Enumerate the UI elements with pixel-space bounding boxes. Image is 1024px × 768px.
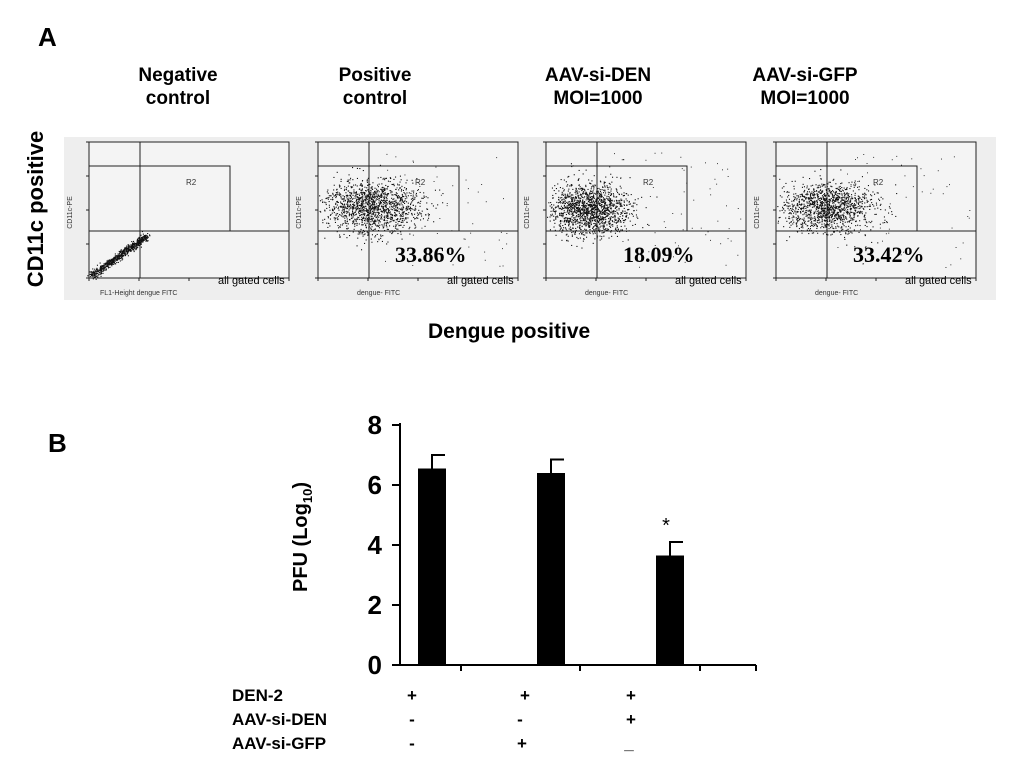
y-tick-label: 6 <box>368 470 382 500</box>
all-gated-cells-label: all gated cells <box>218 275 285 287</box>
event-dots <box>547 152 742 268</box>
y-tick-label: 2 <box>368 590 382 620</box>
x-axis-channel-label: dengue- FITC <box>585 290 629 297</box>
panel-a-letter: A <box>38 22 57 52</box>
flow-plot-1 <box>86 141 290 281</box>
r2-label: R2 <box>873 178 884 187</box>
r2-label: R2 <box>643 178 654 187</box>
panel-a-x-axis-label: Dengue positive <box>428 320 591 343</box>
plot-title-negative: Negative control <box>138 65 218 109</box>
y-axis-channel-label: CD11c-PE <box>753 196 761 229</box>
y-axis-label: PFU (Log10) <box>290 482 315 592</box>
panel-b-letter: B <box>48 428 67 458</box>
y-axis-channel-label: CD11c-PE <box>295 196 303 229</box>
plot-frame <box>317 141 519 279</box>
bar-2 <box>537 473 565 665</box>
sign-aav-si-gfp-2: + <box>517 734 527 753</box>
all-gated-cells-label: all gated cells <box>905 275 972 287</box>
percent-value: 33.42% <box>853 242 925 267</box>
sign-aav-si-gfp-3: _ <box>624 734 634 753</box>
x-axis-channel-label: dengue- FITC <box>815 290 859 297</box>
y-axis-channel-label: CD11c-PE <box>523 196 531 229</box>
event-dots <box>319 153 508 267</box>
r2-gate-box <box>775 165 918 232</box>
flow-plot-3 <box>543 141 747 281</box>
r2-label: R2 <box>415 178 426 187</box>
percent-value: 18.09% <box>623 242 695 267</box>
x-axis-channel-label: FL1-Height dengue FITC <box>100 290 178 297</box>
r2-gate-box <box>545 165 688 232</box>
plot-title-aav-si-gfp: AAV-si-GFP MOI=1000 <box>752 65 858 109</box>
event-dots <box>777 154 971 268</box>
sign-den2-1: + <box>407 686 417 705</box>
r2-gate-box <box>88 165 231 232</box>
sign-aav-si-den-2: - <box>517 710 523 729</box>
r2-label: R2 <box>186 178 197 187</box>
row-label-den2: DEN-2 <box>232 686 284 705</box>
sign-den2-2: + <box>520 686 530 705</box>
y-tick-label: 0 <box>368 650 382 680</box>
all-gated-cells-label: all gated cells <box>675 275 742 287</box>
row-label-aav-si-gfp: AAV-si-GFP <box>232 734 327 753</box>
sign-aav-si-gfp-1: - <box>409 734 415 753</box>
x-axis-channel-label: dengue- FITC <box>357 290 401 297</box>
y-axis-channel-label: CD11c-PE <box>66 196 74 229</box>
sign-den2-3: + <box>626 686 636 705</box>
sign-aav-si-den-3: + <box>626 710 636 729</box>
flow-plot-2 <box>315 141 519 281</box>
percent-value: 33.86% <box>395 242 467 267</box>
flow-plot-4 <box>773 141 977 281</box>
y-tick-label: 8 <box>368 410 382 440</box>
r2-gate-box <box>317 165 460 232</box>
plot-title-aav-si-den: AAV-si-DEN MOI=1000 <box>544 65 652 109</box>
plot-title-positive: Positive control <box>338 65 412 109</box>
bar-3 <box>656 555 684 665</box>
bar-1 <box>418 468 446 665</box>
significance-marker: * <box>662 515 670 537</box>
sign-aav-si-den-1: - <box>409 710 415 729</box>
row-label-aav-si-den: AAV-si-DEN <box>232 710 328 729</box>
y-tick-label: 4 <box>368 530 383 560</box>
event-dots <box>87 231 151 280</box>
all-gated-cells-label: all gated cells <box>447 275 514 287</box>
